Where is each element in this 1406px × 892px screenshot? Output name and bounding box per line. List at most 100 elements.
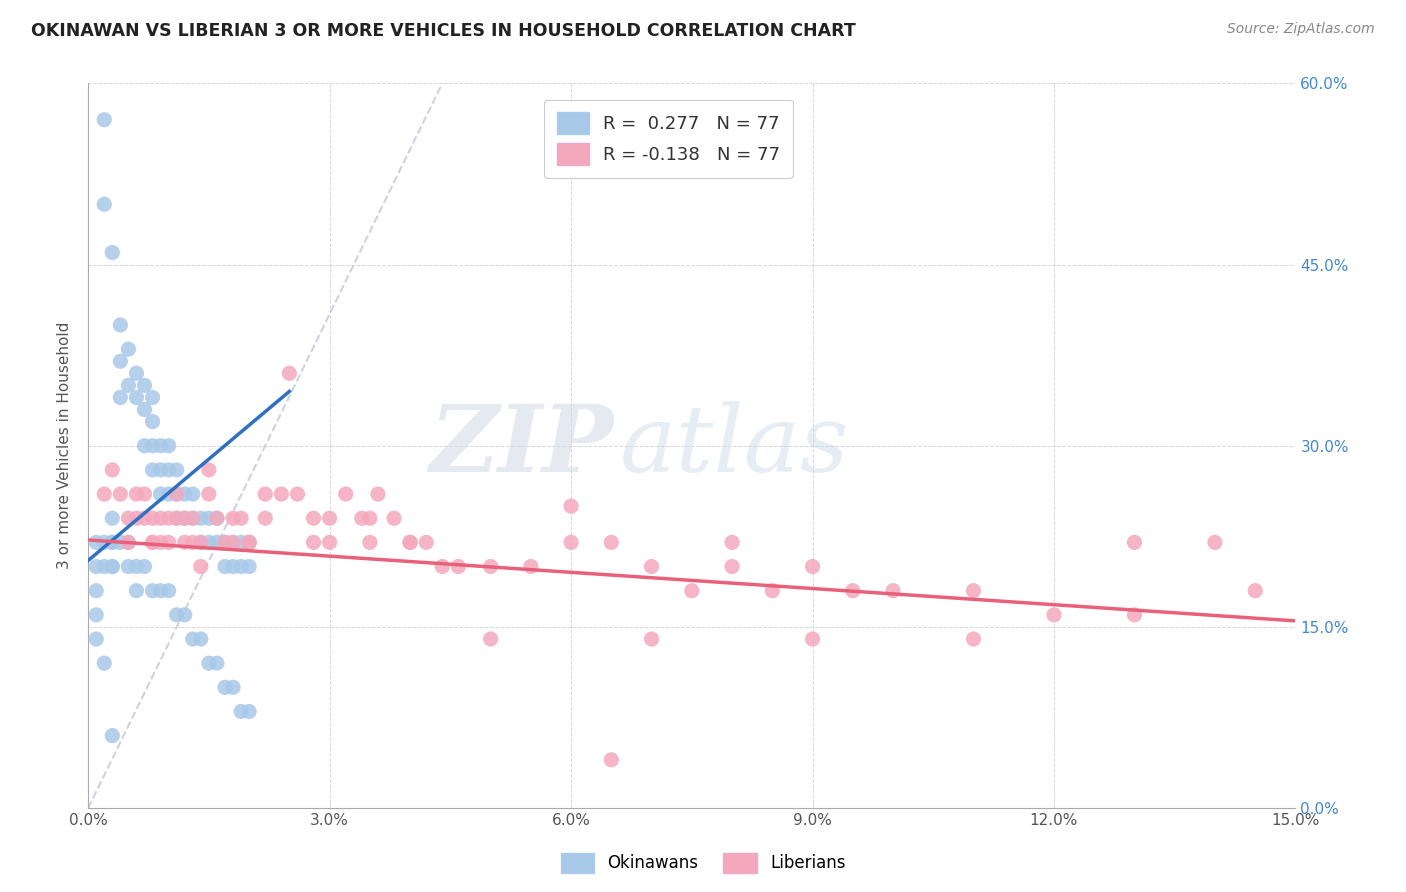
Point bbox=[190, 535, 212, 549]
Point bbox=[101, 511, 124, 525]
Point bbox=[198, 511, 221, 525]
Point bbox=[93, 112, 115, 127]
Point bbox=[117, 511, 139, 525]
Point bbox=[141, 415, 163, 429]
Point bbox=[173, 511, 195, 525]
Point bbox=[1123, 607, 1146, 622]
Point bbox=[214, 681, 236, 695]
Point bbox=[222, 681, 245, 695]
Point bbox=[173, 487, 195, 501]
Point bbox=[479, 559, 502, 574]
Point bbox=[962, 632, 984, 646]
Point bbox=[141, 439, 163, 453]
Point bbox=[229, 559, 252, 574]
Point bbox=[205, 511, 228, 525]
Point bbox=[117, 535, 139, 549]
Point bbox=[318, 535, 340, 549]
Point bbox=[149, 463, 172, 477]
Point bbox=[157, 583, 180, 598]
Point bbox=[842, 583, 865, 598]
Point bbox=[141, 535, 163, 549]
Point bbox=[214, 559, 236, 574]
Point bbox=[359, 535, 381, 549]
Point bbox=[93, 559, 115, 574]
Text: OKINAWAN VS LIBERIAN 3 OR MORE VEHICLES IN HOUSEHOLD CORRELATION CHART: OKINAWAN VS LIBERIAN 3 OR MORE VEHICLES … bbox=[31, 22, 856, 40]
Point bbox=[190, 535, 212, 549]
Point bbox=[117, 378, 139, 392]
Point bbox=[84, 632, 107, 646]
Point bbox=[302, 535, 325, 549]
Text: ZIP: ZIP bbox=[429, 401, 613, 491]
Point bbox=[134, 487, 156, 501]
Point bbox=[302, 511, 325, 525]
Point bbox=[101, 535, 124, 549]
Point bbox=[205, 535, 228, 549]
Point bbox=[962, 583, 984, 598]
Point bbox=[190, 632, 212, 646]
Legend: R =  0.277   N = 77, R = -0.138   N = 77: R = 0.277 N = 77, R = -0.138 N = 77 bbox=[544, 100, 793, 178]
Point bbox=[882, 583, 904, 598]
Point bbox=[157, 487, 180, 501]
Text: atlas: atlas bbox=[620, 401, 849, 491]
Point bbox=[125, 583, 148, 598]
Point bbox=[134, 402, 156, 417]
Point bbox=[1043, 607, 1066, 622]
Point bbox=[149, 511, 172, 525]
Point bbox=[125, 391, 148, 405]
Point bbox=[761, 583, 783, 598]
Point bbox=[166, 463, 188, 477]
Point bbox=[229, 511, 252, 525]
Point bbox=[181, 632, 204, 646]
Y-axis label: 3 or more Vehicles in Household: 3 or more Vehicles in Household bbox=[58, 322, 72, 569]
Point bbox=[93, 656, 115, 670]
Point bbox=[110, 535, 132, 549]
Point bbox=[205, 656, 228, 670]
Point bbox=[93, 197, 115, 211]
Point bbox=[1244, 583, 1267, 598]
Point bbox=[134, 559, 156, 574]
Point bbox=[84, 535, 107, 549]
Point bbox=[101, 729, 124, 743]
Point bbox=[205, 511, 228, 525]
Point bbox=[198, 535, 221, 549]
Point bbox=[801, 559, 824, 574]
Point bbox=[359, 511, 381, 525]
Point bbox=[173, 535, 195, 549]
Point bbox=[181, 487, 204, 501]
Point bbox=[117, 535, 139, 549]
Point bbox=[149, 439, 172, 453]
Point bbox=[287, 487, 309, 501]
Point bbox=[181, 511, 204, 525]
Point bbox=[181, 535, 204, 549]
Point bbox=[560, 499, 582, 513]
Point bbox=[141, 463, 163, 477]
Point bbox=[399, 535, 422, 549]
Point bbox=[117, 342, 139, 356]
Point bbox=[110, 487, 132, 501]
Point bbox=[721, 559, 744, 574]
Point bbox=[141, 391, 163, 405]
Point bbox=[229, 705, 252, 719]
Point bbox=[229, 535, 252, 549]
Text: Source: ZipAtlas.com: Source: ZipAtlas.com bbox=[1227, 22, 1375, 37]
Point bbox=[181, 511, 204, 525]
Point bbox=[560, 535, 582, 549]
Point bbox=[382, 511, 405, 525]
Point bbox=[238, 705, 260, 719]
Point bbox=[335, 487, 357, 501]
Point bbox=[125, 487, 148, 501]
Point bbox=[222, 535, 245, 549]
Point bbox=[238, 535, 260, 549]
Point bbox=[173, 607, 195, 622]
Point bbox=[125, 559, 148, 574]
Point bbox=[367, 487, 389, 501]
Point bbox=[125, 366, 148, 380]
Point bbox=[84, 559, 107, 574]
Point bbox=[214, 535, 236, 549]
Point bbox=[190, 511, 212, 525]
Point bbox=[149, 535, 172, 549]
Point bbox=[254, 511, 277, 525]
Point bbox=[432, 559, 454, 574]
Point bbox=[166, 607, 188, 622]
Point bbox=[134, 511, 156, 525]
